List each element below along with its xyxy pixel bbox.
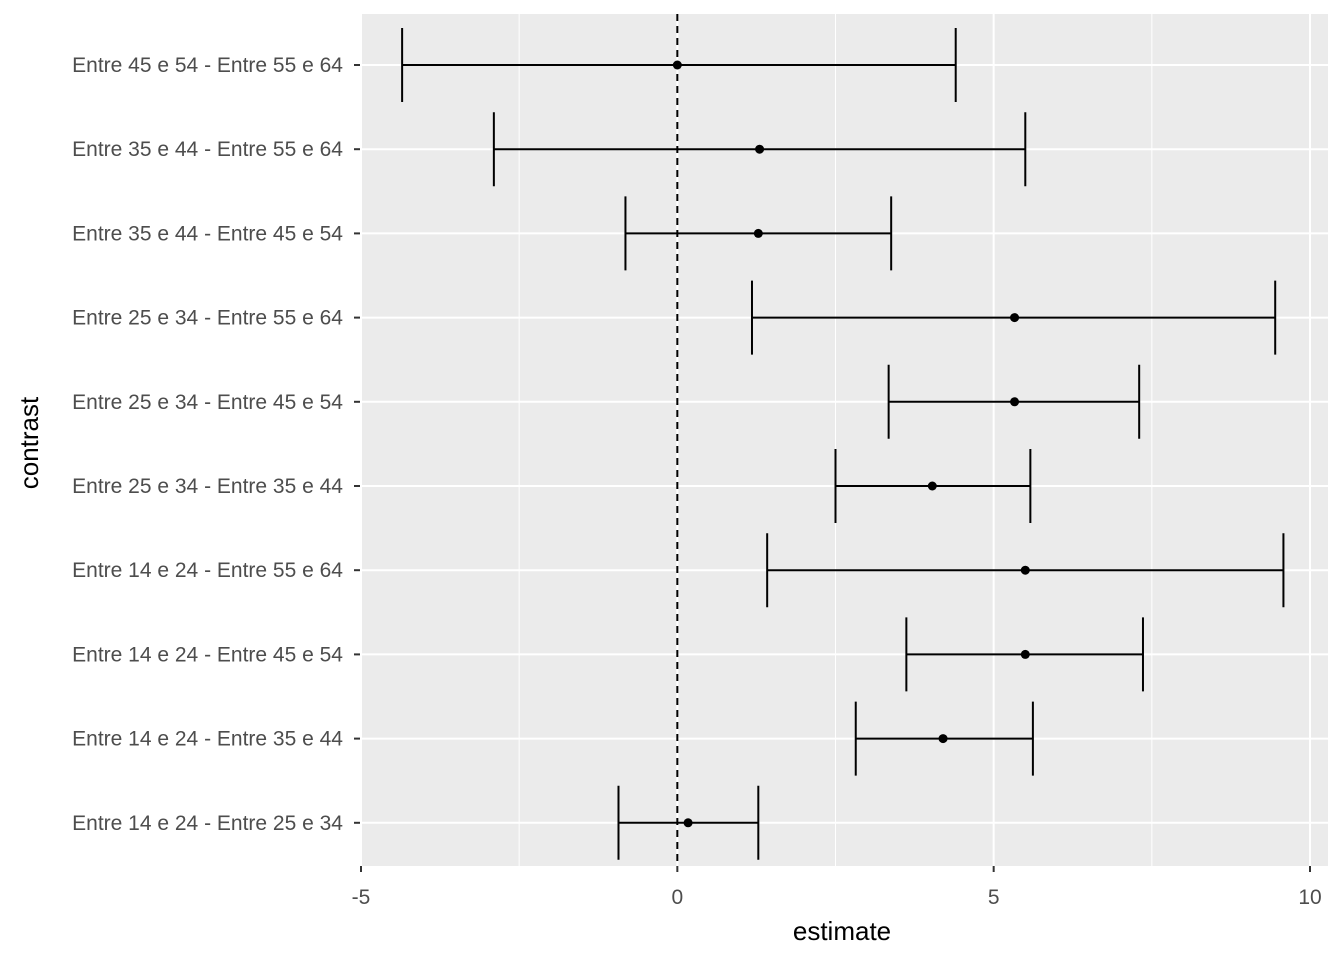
y-tick-label: Entre 35 e 44 - Entre 45 e 54 (72, 222, 343, 245)
x-tick-label: 0 (671, 886, 683, 909)
x-axis-title: estimate (793, 916, 891, 946)
x-tick-label: -5 (352, 886, 371, 909)
estimate-point (755, 144, 765, 154)
y-tick-label: Entre 25 e 34 - Entre 55 e 64 (72, 307, 343, 330)
y-tick-label: Entre 25 e 34 - Entre 35 e 44 (72, 475, 343, 498)
estimate-point (672, 60, 682, 70)
estimate-point (1020, 649, 1030, 659)
plot-panel (360, 14, 1328, 866)
error-bar-row (624, 196, 893, 271)
error-bar-row (905, 617, 1144, 692)
error-bars (401, 28, 1285, 860)
x-tick-label: 5 (988, 886, 1000, 909)
y-tick-label: Entre 25 e 34 - Entre 45 e 54 (72, 391, 343, 414)
estimate-point (1010, 313, 1020, 323)
error-bar-row (834, 449, 1032, 523)
y-tick-label: Entre 45 e 54 - Entre 55 e 64 (72, 54, 343, 77)
estimate-point (1010, 397, 1020, 407)
estimate-point (1020, 565, 1030, 575)
error-bar-row (492, 112, 1027, 187)
error-bar-row (766, 533, 1285, 608)
y-tick-label: Entre 14 e 24 - Entre 55 e 64 (72, 559, 343, 582)
x-axis: -5 0 5 10 (352, 866, 1322, 909)
error-bar-row (617, 785, 760, 860)
y-axis-title: contrast (14, 396, 44, 489)
estimate-point (938, 734, 948, 744)
y-tick-label: Entre 35 e 44 - Entre 55 e 64 (72, 138, 343, 161)
x-tick-label: 10 (1298, 886, 1321, 909)
error-bar-row (401, 28, 957, 102)
estimate-point (683, 818, 693, 828)
estimate-point (927, 481, 937, 491)
estimate-point (753, 228, 763, 238)
grid-minor (518, 14, 1153, 866)
y-axis: Entre 45 e 54 - Entre 55 e 64 Entre 35 e … (72, 54, 360, 835)
error-bar-row (854, 701, 1034, 776)
y-tick-label: Entre 14 e 24 - Entre 35 e 44 (72, 728, 343, 751)
y-tick-label: Entre 14 e 24 - Entre 25 e 34 (72, 812, 343, 835)
error-bar-row (887, 364, 1141, 439)
error-bar-row (750, 280, 1277, 355)
y-tick-label: Entre 14 e 24 - Entre 45 e 54 (72, 643, 343, 666)
